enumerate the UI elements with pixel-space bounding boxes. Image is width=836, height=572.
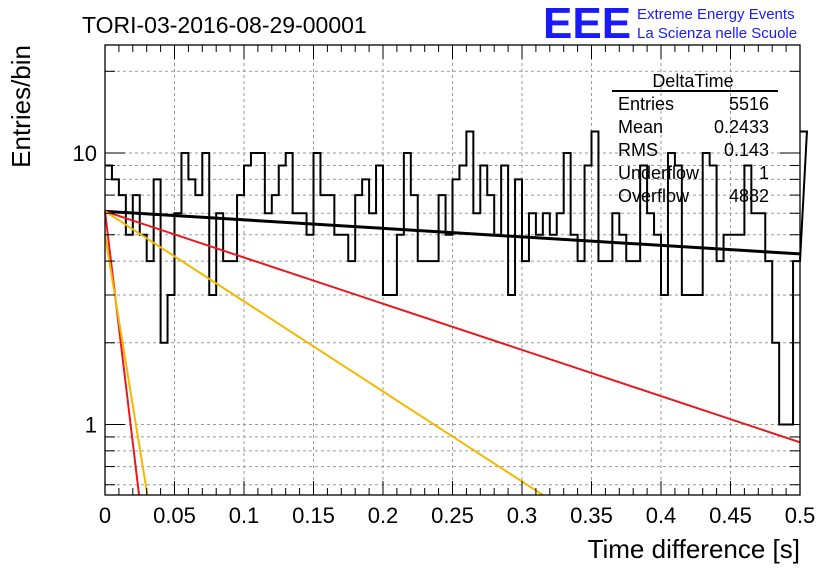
y-tick-label: 10 bbox=[73, 141, 97, 166]
grid bbox=[105, 45, 800, 495]
y-axis-label: Entries/bin bbox=[6, 45, 36, 168]
x-tick-label: 0.45 bbox=[709, 503, 752, 528]
logo-line-1: Extreme Energy Events bbox=[637, 6, 795, 23]
stat-label: Entries bbox=[618, 94, 674, 114]
eee-logo: EEE bbox=[543, 0, 631, 48]
fit-line-3 bbox=[104, 211, 141, 496]
plot-frame bbox=[104, 44, 801, 496]
x-tick-label: 0 bbox=[99, 503, 111, 528]
histogram bbox=[105, 130, 809, 426]
x-tick-label: 0.35 bbox=[570, 503, 613, 528]
x-tick-label: 0.5 bbox=[785, 503, 816, 528]
x-tick-label: 0.15 bbox=[292, 503, 335, 528]
stat-label: Mean bbox=[618, 117, 663, 137]
stats-rows: Entries 5516 Mean 0.2433 RMS 0.143 Underflow 1 O… bbox=[618, 94, 769, 206]
stats-box: DeltaTime Entries 5516 Mean 0.2433 RMS 0.143 U… bbox=[612, 71, 778, 206]
x-tick-label: 0.25 bbox=[431, 503, 474, 528]
x-tick-label: 0.4 bbox=[646, 503, 677, 528]
stat-label: Underflow bbox=[618, 163, 700, 183]
stat-value: 0.143 bbox=[724, 140, 769, 160]
x-axis-label: Time difference [s] bbox=[588, 534, 800, 564]
fit-line-4 bbox=[104, 210, 544, 496]
axis-ticks: 0 0.05 0.1 0.15 0.2 0.25 0.3 0.35 0.4 0.45 0.5 1 10 bbox=[73, 45, 816, 528]
histogram-step-line bbox=[105, 130, 809, 426]
y-tick-label: 1 bbox=[85, 413, 97, 438]
logo-line-2: La Scienza nelle Scuole bbox=[637, 25, 797, 42]
stat-label: RMS bbox=[618, 140, 658, 160]
stats-title: DeltaTime bbox=[652, 71, 733, 91]
x-tick-label: 0.1 bbox=[229, 503, 260, 528]
stat-value: 0.2433 bbox=[714, 117, 769, 137]
stat-label: Overflow bbox=[618, 186, 690, 206]
stat-value: 4882 bbox=[729, 186, 769, 206]
fit-line-2 bbox=[104, 210, 801, 444]
run-title: TORI-03-2016-08-29-00001 bbox=[82, 12, 367, 38]
x-tick-label: 0.2 bbox=[368, 503, 399, 528]
fit-line-1 bbox=[104, 209, 801, 256]
x-tick-label: 0.05 bbox=[153, 503, 196, 528]
fit-curves bbox=[104, 209, 801, 496]
fit-line-5 bbox=[104, 234, 149, 496]
stat-value: 5516 bbox=[729, 94, 769, 114]
stat-value: 1 bbox=[759, 163, 769, 183]
x-tick-label: 0.3 bbox=[507, 503, 538, 528]
